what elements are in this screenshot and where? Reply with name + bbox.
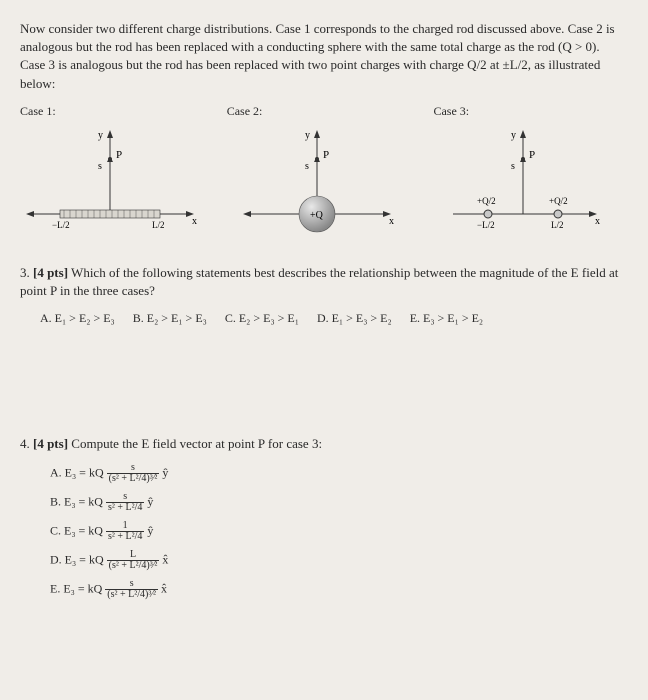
q3-opt-d: D. E₁ > E₃ > E₂ [317, 310, 392, 327]
case-2: Case 2: y x +Q P s [227, 103, 422, 244]
q4-options: A. E₃ = kQ s(s² + L²/4)³⁄² ŷ B. E₃ = kQ … [50, 463, 628, 600]
q4-b-pre: B. E₃ = kQ [50, 494, 106, 508]
svg-text:L/2: L/2 [551, 220, 564, 230]
q4-opt-e: E. E₃ = kQ s(s² + L²/4)³⁄² x̂ [50, 579, 628, 600]
q4-opt-c: C. E₃ = kQ 1s² + L²/4 ŷ [50, 521, 628, 542]
q3-opt-a: A. E₁ > E₂ > E₃ [40, 310, 115, 327]
svg-text:P: P [323, 149, 329, 161]
svg-text:y: y [305, 130, 310, 141]
q-label: +Q [310, 210, 324, 221]
q3-number: 3. [20, 265, 30, 280]
q2-right: +Q/2 [549, 196, 568, 206]
q4-d-hat: x̂ [162, 552, 168, 566]
q4-text: Compute the E field vector at point P fo… [71, 436, 322, 451]
q3-options: A. E₁ > E₂ > E₃ B. E₂ > E₁ > E₃ C. E₂ > … [40, 310, 628, 327]
l2-pos: L/2 [152, 220, 165, 230]
svg-text:x: x [595, 216, 600, 227]
q4-e-pre: E. E₃ = kQ [50, 581, 105, 595]
q3-pts: [4 pts] [33, 265, 68, 280]
q4-a-hat: ŷ [162, 465, 168, 479]
case-3-diagram: y x +Q/2 +Q/2 −L/2 L/2 P s [433, 124, 613, 244]
case-3: Case 3: y x +Q/2 +Q/2 −L/2 L/2 P s [433, 103, 628, 244]
q4-b-den: s² + L²/4 [106, 503, 144, 513]
svg-text:x: x [389, 216, 394, 227]
q4-a-pre: A. E₃ = kQ [50, 465, 107, 479]
case-2-label: Case 2: [227, 103, 422, 120]
svg-text:P: P [529, 149, 535, 161]
case-1-label: Case 1: [20, 103, 215, 120]
point-p: P [116, 149, 122, 161]
q4-b-hat: ŷ [147, 494, 153, 508]
q4-e-hat: x̂ [161, 581, 167, 595]
q4-d-pre: D. E₃ = kQ [50, 552, 107, 566]
cases-row: Case 1: y x −L/2 L/2 [20, 103, 628, 244]
q3-opt-b: B. E₂ > E₁ > E₃ [133, 310, 207, 327]
q4-pts: [4 pts] [33, 436, 68, 451]
s-label: s [98, 161, 102, 172]
q4-c-den: s² + L²/4 [106, 532, 144, 542]
case-2-diagram: y x +Q P s [227, 124, 407, 244]
q4-e-den: (s² + L²/4)³⁄² [105, 590, 158, 600]
l2-neg: −L/2 [52, 220, 70, 230]
case-1-diagram: y x −L/2 L/2 P s [20, 124, 200, 244]
axis-x-label: x [192, 216, 197, 227]
question-4: 4. [4 pts] Compute the E field vector at… [20, 435, 628, 453]
question-3: 3. [4 pts] Which of the following statem… [20, 264, 628, 300]
q2-left: +Q/2 [477, 196, 496, 206]
case-1: Case 1: y x −L/2 L/2 [20, 103, 215, 244]
axis-y-label: y [98, 130, 103, 141]
q3-opt-e: E. E₃ > E₁ > E₂ [410, 310, 483, 327]
q4-number: 4. [20, 436, 30, 451]
svg-text:s: s [305, 161, 309, 172]
q4-c-pre: C. E₃ = kQ [50, 523, 106, 537]
q4-opt-d: D. E₃ = kQ L(s² + L²/4)³⁄² x̂ [50, 550, 628, 571]
svg-text:−L/2: −L/2 [477, 220, 495, 230]
q4-c-hat: ŷ [147, 523, 153, 537]
q4-opt-a: A. E₃ = kQ s(s² + L²/4)³⁄² ŷ [50, 463, 628, 484]
intro-paragraph: Now consider two different charge distri… [20, 20, 628, 93]
q3-opt-c: C. E₂ > E₃ > E₁ [225, 310, 299, 327]
svg-text:y: y [511, 130, 516, 141]
q4-opt-b: B. E₃ = kQ ss² + L²/4 ŷ [50, 492, 628, 513]
q4-d-den: (s² + L²/4)³⁄² [107, 561, 160, 571]
svg-text:s: s [511, 161, 515, 172]
case-3-label: Case 3: [433, 103, 628, 120]
q4-a-den: (s² + L²/4)³⁄² [107, 474, 160, 484]
q3-text: Which of the following statements best d… [20, 265, 618, 298]
